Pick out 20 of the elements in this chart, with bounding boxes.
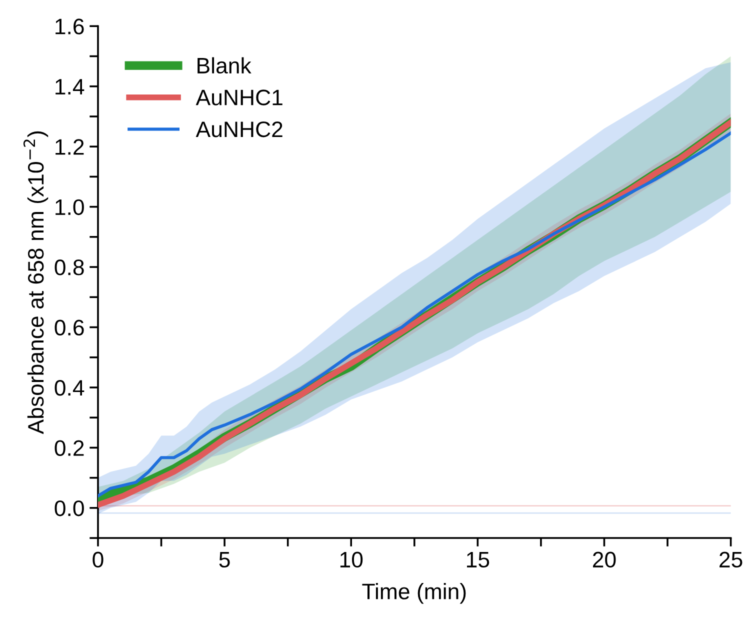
y-tick-label: 1.4	[56, 79, 84, 94]
x-tick-label: 10	[340, 552, 363, 568]
y-tick-label: 0.6	[54, 320, 84, 336]
y-tick-label: 0.0	[54, 500, 84, 516]
legend-label: AuNHC2	[196, 121, 282, 138]
x-axis-title: Time (min)	[362, 583, 466, 604]
y-tick-label: 0.8	[54, 260, 84, 276]
y-axis-title: Absorbance at 658 nm (x10$^{−2}$)	[23, 131, 48, 434]
x-tick-label: 0	[92, 552, 104, 568]
x-tick-label: 20	[592, 552, 616, 568]
y-tick-label: 0.4	[54, 380, 84, 396]
x-tick-label: 25	[720, 552, 742, 568]
legend-label: AuNHC1	[196, 90, 282, 106]
y-tick-label: 1.2	[56, 139, 84, 155]
y-tick-label: 1.0	[56, 199, 84, 216]
y-tick-label: 1.6	[56, 18, 84, 34]
x-tick-label: 15	[467, 552, 490, 568]
x-tick-label: 5	[219, 552, 230, 568]
y-tick-label: 0.2	[54, 440, 84, 456]
legend-label: Blank	[198, 57, 252, 74]
